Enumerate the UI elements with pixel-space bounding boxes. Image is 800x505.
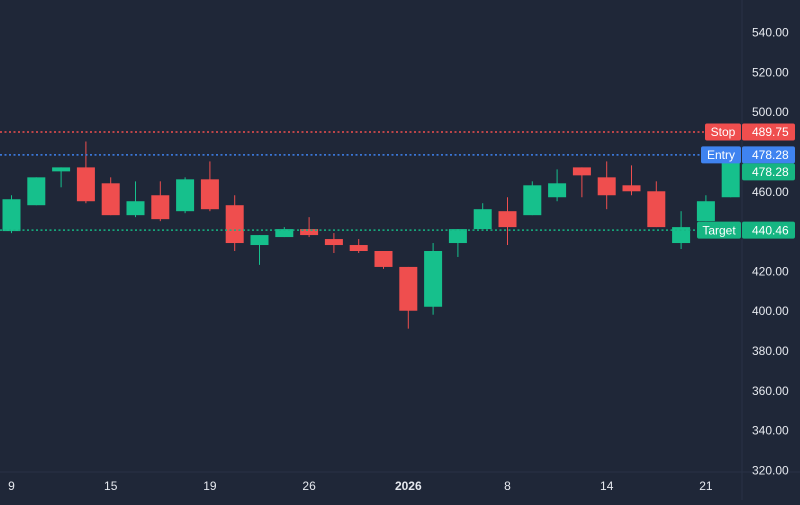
level-name-box (705, 123, 741, 141)
candle-body (721, 155, 740, 198)
candle-body (225, 205, 244, 244)
x-tick-label: 26 (302, 479, 316, 493)
candle-body (672, 227, 691, 244)
candle-body (696, 201, 715, 222)
candle-body (300, 229, 319, 236)
levels-layer (0, 131, 742, 231)
y-tick-label: 340.00 (752, 424, 789, 438)
candle-body (2, 199, 21, 232)
candle-body (424, 251, 443, 307)
level-name-label: Entry (707, 148, 735, 162)
last-price-label: 478.28 (752, 165, 789, 179)
candle-body (548, 183, 567, 198)
candle-body (200, 179, 219, 210)
y-tick-label: 380.00 (752, 344, 789, 358)
candle-body (52, 167, 71, 172)
candle-body (151, 195, 170, 220)
time-axis: 9 15 19 26 2026 8 14 21 (8, 479, 713, 493)
price-axis: 540.00520.00500.00480.00460.00440.00420.… (752, 26, 789, 478)
candle-body (275, 229, 294, 238)
x-tick-label: 21 (699, 479, 713, 493)
candle-body (27, 177, 46, 206)
level-labels-layer: Stop 489.75 Entry 478.28 Target 440.46 478.28 (697, 123, 795, 239)
candle-body (176, 179, 195, 212)
candle-body (399, 266, 418, 311)
candle-body (473, 209, 492, 230)
level-price-box (742, 146, 795, 164)
level-name-label: Target (702, 223, 736, 237)
y-tick-label: 420.00 (752, 264, 789, 278)
candle-body (324, 239, 343, 246)
candle-body (250, 235, 269, 246)
y-tick-label: 520.00 (752, 65, 789, 79)
x-tick-label: 9 (8, 479, 15, 493)
x-tick-label: 2026 (395, 479, 422, 493)
y-tick-label: 460.00 (752, 185, 789, 199)
level-price-box (742, 221, 795, 239)
candle-body (523, 185, 542, 216)
y-tick-label: 360.00 (752, 384, 789, 398)
candle-body (374, 251, 393, 267)
candle-body (76, 167, 95, 202)
candle-body (572, 167, 591, 176)
candle-body (101, 183, 120, 216)
y-tick-label: 400.00 (752, 304, 789, 318)
level-name-box (697, 221, 741, 239)
candle-body (349, 245, 368, 251)
y-tick-label: 500.00 (752, 105, 789, 119)
level-name-label: Stop (711, 125, 736, 139)
candle-body (126, 201, 145, 216)
candles-layer (2, 141, 740, 329)
y-tick-label: 540.00 (752, 26, 789, 40)
x-tick-label: 19 (203, 479, 217, 493)
x-tick-label: 15 (104, 479, 118, 493)
level-price-box (742, 123, 795, 141)
level-price-label: 489.75 (752, 125, 789, 139)
candle-body (622, 185, 641, 192)
x-tick-label: 8 (504, 479, 511, 493)
x-tick-label: 14 (600, 479, 614, 493)
last-price-box (742, 163, 795, 181)
candle-body (597, 177, 616, 196)
candle-body (498, 211, 517, 228)
level-price-label: 440.46 (752, 223, 789, 237)
y-tick-label: 320.00 (752, 464, 789, 478)
candle-body (647, 191, 666, 228)
candle-body (448, 229, 467, 244)
level-price-label: 478.28 (752, 148, 789, 162)
level-name-box (701, 146, 741, 164)
